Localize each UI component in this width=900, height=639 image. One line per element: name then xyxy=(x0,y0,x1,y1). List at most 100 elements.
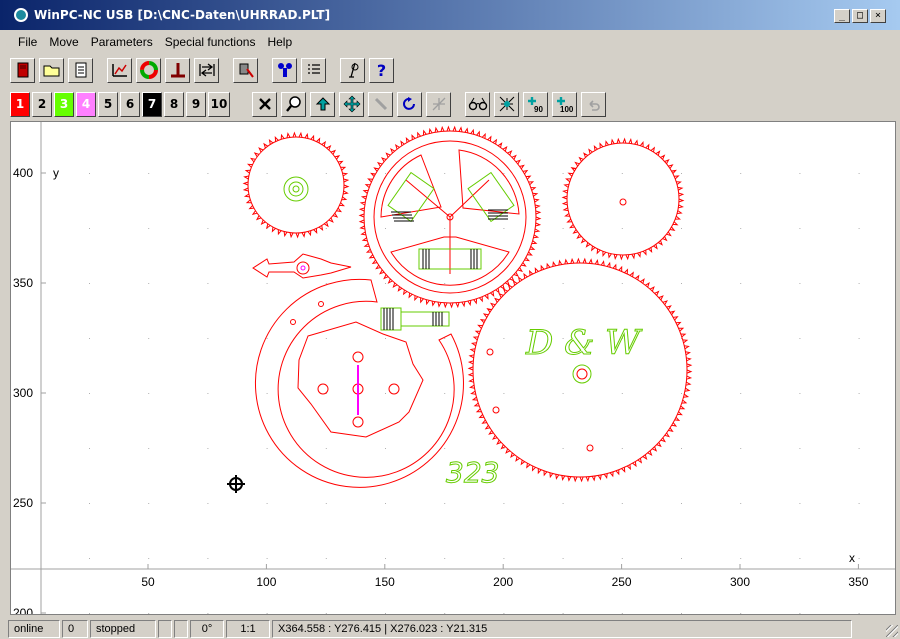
status-state: stopped xyxy=(90,620,156,638)
ratchet-arc xyxy=(254,278,464,488)
arc-hole-2 xyxy=(318,301,324,307)
mirror-icon xyxy=(432,97,445,111)
laser-icon xyxy=(374,97,387,111)
gear-large xyxy=(472,262,688,478)
rotate-90-button[interactable]: 90 xyxy=(523,91,548,117)
layer-button-9[interactable]: 9 xyxy=(186,91,206,117)
layer-button-10[interactable]: 10 xyxy=(208,91,230,117)
plot-button[interactable] xyxy=(107,57,132,83)
x-axis-label: x xyxy=(849,551,855,565)
tool-button[interactable] xyxy=(233,57,258,83)
file-info-button[interactable] xyxy=(68,57,93,83)
zoom-reset-icon xyxy=(258,98,271,110)
x-tick-label: 50 xyxy=(141,575,155,589)
menu-parameters[interactable]: Parameters xyxy=(90,35,153,49)
exit-icon xyxy=(17,62,28,78)
layer-button-6[interactable]: 6 xyxy=(120,91,140,117)
part-number-text: 323 xyxy=(446,456,499,489)
gear-large-hub-inner xyxy=(576,368,588,380)
x-tick-label: 150 xyxy=(375,575,395,589)
menu-help[interactable]: Help xyxy=(267,35,293,49)
status-empty-1 xyxy=(158,620,172,638)
layer-button-8[interactable]: 8 xyxy=(164,91,184,117)
layer-button-5[interactable]: 5 xyxy=(98,91,118,117)
exit-button[interactable] xyxy=(10,57,35,83)
menu-file[interactable]: File xyxy=(18,35,38,49)
minimize-button[interactable]: _ xyxy=(834,9,850,23)
wheel-segment-2 xyxy=(458,149,520,215)
ratchet-hole-right xyxy=(388,383,400,395)
x-tick-label: 200 xyxy=(493,575,513,589)
undo-icon xyxy=(588,100,600,111)
preview-button[interactable] xyxy=(465,91,490,117)
ratchet-wheel xyxy=(297,321,424,438)
wheel-segment-3 xyxy=(390,236,510,286)
maximize-button[interactable]: □ xyxy=(852,9,868,23)
y-tick-label: 400 xyxy=(13,166,33,180)
spiral-green-center xyxy=(292,185,300,193)
layer-button-2[interactable]: 2 xyxy=(32,91,52,117)
zoom-button[interactable] xyxy=(281,91,306,117)
x-tick-label: 300 xyxy=(730,575,750,589)
filter-button[interactable] xyxy=(272,57,297,83)
x-tick-label: 350 xyxy=(848,575,868,589)
home-button[interactable] xyxy=(310,91,335,117)
move-button[interactable] xyxy=(339,91,364,117)
spiral-green xyxy=(283,176,309,202)
pointer-hub-inner xyxy=(300,265,306,271)
list-icon xyxy=(307,64,320,74)
y-axis-ticks: 400 350 300 250 200 xyxy=(13,166,46,614)
layer-buttons: 1 2 3 4 5 6 7 8 9 10 xyxy=(10,91,232,117)
close-button[interactable]: × xyxy=(870,9,886,23)
ratchet-hole-left xyxy=(317,383,329,395)
help-icon: ? xyxy=(376,60,387,80)
resize-grip[interactable] xyxy=(886,625,898,637)
y-tick-label: 350 xyxy=(13,276,33,290)
home-arrow-icon xyxy=(315,97,330,111)
status-scale: 1:1 xyxy=(226,620,270,638)
drawing-canvas[interactable]: 50 100 150 200 250 300 350 400 350 300 250 200 y x xyxy=(10,121,896,615)
color-button[interactable] xyxy=(136,57,161,83)
mirror-button[interactable] xyxy=(426,91,451,117)
status-angle: 0° xyxy=(190,620,224,638)
manual-button[interactable] xyxy=(340,57,365,83)
ratchet-hole-top xyxy=(352,351,364,363)
layer-button-4[interactable]: 4 xyxy=(76,91,96,117)
zero-point-button[interactable] xyxy=(165,57,190,83)
menu-special-functions[interactable]: Special functions xyxy=(164,35,256,49)
layer-button-3[interactable]: 3 xyxy=(54,91,74,117)
open-file-button[interactable] xyxy=(39,57,64,83)
undo-button[interactable] xyxy=(581,91,606,117)
main-toolbar: ? xyxy=(10,55,398,85)
help-button[interactable]: ? xyxy=(369,57,394,83)
list-button[interactable] xyxy=(301,57,326,83)
layer-button-7[interactable]: 7 xyxy=(142,91,162,117)
plot-icon xyxy=(111,64,127,77)
spoke-hatches xyxy=(391,209,508,269)
scale-100-button[interactable]: 100 xyxy=(552,91,577,117)
spiral-green-inner xyxy=(288,181,304,197)
rotate-button[interactable] xyxy=(397,91,422,117)
layer-button-1[interactable]: 1 xyxy=(10,91,30,117)
zoom-reset-button[interactable] xyxy=(252,91,277,117)
wheel-segment-1 xyxy=(380,154,442,218)
grid-dots xyxy=(89,173,860,614)
scale-100-label: 100 xyxy=(560,105,574,113)
zoom-icon xyxy=(285,96,301,112)
gear-small-left-teeth xyxy=(242,131,350,239)
manual-icon xyxy=(348,62,358,78)
rotate-90-icon: 90 xyxy=(527,97,543,113)
title-bar: WinPC-NC USB [D:\CNC-Daten\UHRRAD.PLT] _… xyxy=(0,0,900,30)
app-icon[interactable] xyxy=(14,8,28,22)
filter-icon xyxy=(277,63,292,77)
reference-button[interactable] xyxy=(194,57,219,83)
menu-move[interactable]: Move xyxy=(49,35,79,49)
open-folder-icon xyxy=(43,65,59,77)
center-button[interactable] xyxy=(494,91,519,117)
pointer-piece xyxy=(252,253,352,279)
status-connection: online xyxy=(8,620,60,638)
gear-large-hole-3 xyxy=(586,444,594,452)
laser-button[interactable] xyxy=(368,91,393,117)
status-empty-2 xyxy=(174,620,188,638)
ratchet-hole-bottom xyxy=(352,416,364,428)
